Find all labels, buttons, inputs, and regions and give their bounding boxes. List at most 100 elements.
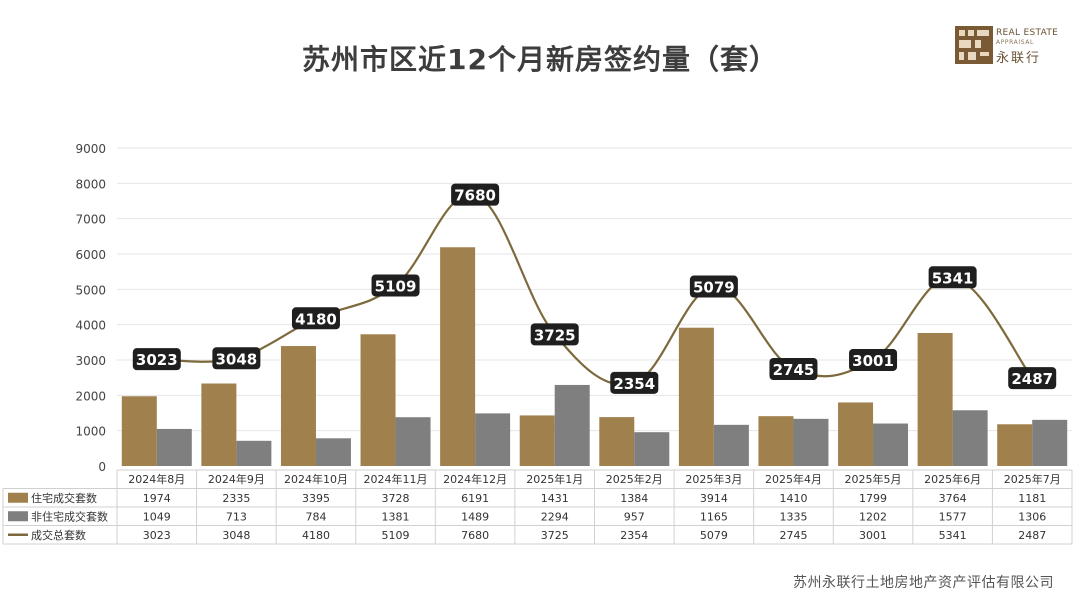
total-data-label: 7680: [451, 183, 500, 206]
table-cell: 784: [305, 510, 326, 523]
logo-text-cn: 永联行: [996, 51, 1042, 66]
data-label-box: [928, 266, 977, 289]
x-tick-label: 2025年1月: [526, 472, 583, 486]
total-data-label: 5079: [689, 275, 738, 298]
bar-non-residential: [236, 440, 272, 466]
chart-area: 0 1000 2000 3000 4000 5000 6000 7000 8000 9000 302…: [2, 142, 1073, 545]
bar-non-residential: [315, 438, 351, 466]
data-label-text: 2745: [773, 361, 815, 379]
total-data-label: 2487: [1008, 367, 1057, 390]
table-cell: 1384: [620, 492, 648, 505]
table-cell: 2354: [620, 529, 648, 542]
table-cell: 3023: [143, 529, 171, 542]
x-tick-label: 2025年7月: [1004, 472, 1061, 486]
x-tick-label: 2024年10月: [284, 472, 348, 486]
y-tick-label: 5000: [75, 283, 106, 297]
logo-mark-icon: [955, 26, 993, 64]
table-cell: 3395: [302, 492, 330, 505]
bar-non-residential: [156, 428, 192, 466]
data-label-box: [132, 348, 181, 371]
table-cell: 1165: [700, 510, 728, 523]
bar-residential: [519, 415, 555, 466]
data-label-box: [1008, 367, 1057, 390]
legend-label: 非住宅成交套数: [31, 509, 108, 523]
total-data-label: 5341: [928, 266, 977, 289]
table-cell: 5341: [939, 529, 967, 542]
y-tick-label: 1000: [75, 425, 106, 439]
bar-residential: [360, 334, 396, 466]
bar-residential: [758, 416, 794, 466]
data-table-grid: [2, 469, 1073, 545]
bar-non-residential: [873, 423, 909, 466]
x-tick-label: 2024年12月: [443, 472, 507, 486]
total-data-label: 5109: [371, 274, 420, 297]
y-tick-label: 6000: [75, 248, 106, 262]
data-label-text: 2487: [1011, 370, 1053, 388]
company-logo: REAL ESTATE APPRAISAL 永联行: [955, 26, 1065, 66]
legend-swatch: [8, 492, 28, 503]
total-data-label: 4180: [291, 307, 340, 330]
x-tick-label: 2024年8月: [128, 472, 185, 486]
bar-non-residential: [475, 413, 511, 466]
logo-text-sub: APPRAISAL: [996, 39, 1034, 46]
bar-non-residential: [554, 384, 590, 466]
bar-non-residential: [634, 432, 670, 466]
table-cell: 1799: [859, 492, 887, 505]
table-cell: 1431: [541, 492, 569, 505]
table-cell: 2745: [779, 529, 807, 542]
table-cell: 1577: [939, 510, 967, 523]
table-cell: 1202: [859, 510, 887, 523]
data-label-text: 2354: [613, 375, 655, 393]
table-cell: 4180: [302, 529, 330, 542]
chart-title: 苏州市区近12个月新房签约量（套）: [302, 43, 778, 76]
table-cell: 5079: [700, 529, 728, 542]
data-label-box: [610, 371, 659, 394]
bar-residential: [440, 247, 476, 466]
table-cell: 3048: [222, 529, 250, 542]
y-tick-label: 8000: [75, 177, 106, 191]
bar-residential: [599, 417, 635, 466]
bar-residential: [121, 396, 157, 466]
table-cell: 7680: [461, 529, 489, 542]
x-tick-label: 2025年2月: [606, 472, 663, 486]
data-label-text: 5341: [932, 269, 974, 287]
table-cell: 1410: [779, 492, 807, 505]
legend-label: 住宅成交套数: [31, 491, 97, 505]
table-cell: 1974: [143, 492, 171, 505]
table-cell: 3728: [382, 492, 410, 505]
x-tick-label: 2025年5月: [845, 472, 902, 486]
table-cell: 1181: [1018, 492, 1046, 505]
bar-residential: [201, 383, 237, 466]
table-cell: 957: [624, 510, 645, 523]
x-tick-label: 2025年3月: [685, 472, 742, 486]
table-cell: 3764: [939, 492, 967, 505]
table-cell: 1335: [779, 510, 807, 523]
total-data-label: 3048: [212, 347, 261, 370]
x-tick-label: 2024年11月: [364, 472, 428, 486]
table-cell: 5109: [382, 529, 410, 542]
y-tick-label: 0: [98, 460, 106, 474]
bar-residential: [917, 333, 953, 466]
bar-residential: [678, 327, 714, 466]
x-tick-label: 2024年9月: [208, 472, 265, 486]
data-label-box: [291, 307, 340, 330]
table-cell: 1381: [382, 510, 410, 523]
table-cell: 2487: [1018, 529, 1046, 542]
bar-residential: [838, 402, 874, 466]
data-label-text: 3048: [216, 350, 258, 368]
bar-non-residential: [952, 410, 988, 466]
data-label-text: 3001: [852, 352, 894, 370]
x-tick-label: 2025年6月: [924, 472, 981, 486]
table-cell: 3725: [541, 529, 569, 542]
bar-non-residential: [793, 418, 829, 466]
table-cell: 1049: [143, 510, 171, 523]
total-data-label: 2745: [769, 358, 818, 381]
data-label-text: 5079: [693, 279, 735, 297]
bar-non-residential: [1032, 419, 1068, 466]
data-label-text: 7680: [454, 187, 496, 205]
data-label-text: 4180: [295, 310, 337, 328]
bar-non-residential: [395, 417, 431, 466]
x-tick-label: 2025年4月: [765, 472, 822, 486]
y-tick-label: 4000: [75, 319, 106, 333]
y-tick-label: 3000: [75, 354, 106, 368]
